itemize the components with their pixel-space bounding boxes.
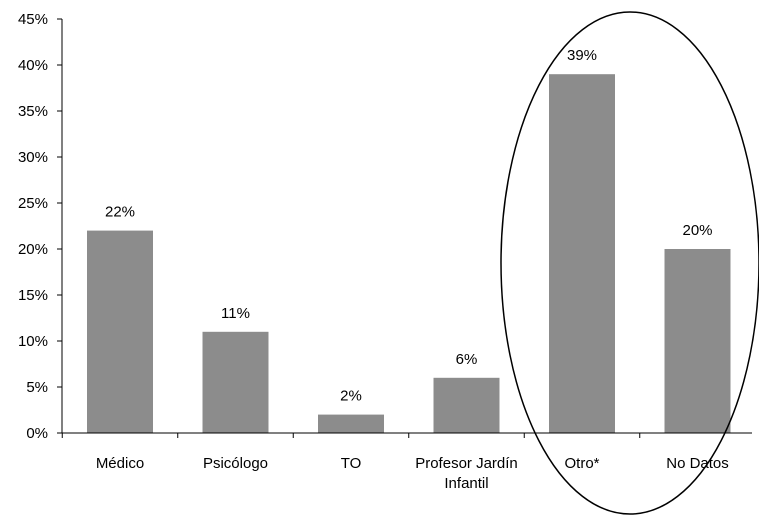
x-category-label: Médico xyxy=(96,455,144,472)
y-tick-label: 15% xyxy=(18,287,48,304)
x-category-label: Infantil xyxy=(444,475,488,492)
y-tick-label: 10% xyxy=(18,333,48,350)
bar xyxy=(433,377,500,433)
x-category-label: No Datos xyxy=(666,455,729,472)
y-tick-label: 5% xyxy=(26,379,48,396)
highlight-ellipse xyxy=(500,11,759,515)
bar-value-label: 11% xyxy=(221,305,250,322)
y-tick-label: 30% xyxy=(18,149,48,166)
y-tick-label: 40% xyxy=(18,57,48,74)
x-axis-categories: Médico Psicólogo TO Profesor Jardín Infantil… xyxy=(61,433,729,492)
bar xyxy=(318,414,384,433)
bar-value-label: 6% xyxy=(456,351,478,368)
bar xyxy=(202,331,269,433)
x-category-label: Psicólogo xyxy=(203,455,268,472)
x-category-label: Profesor Jardín xyxy=(415,455,518,472)
bar-value-label: 22% xyxy=(105,204,135,221)
bar xyxy=(87,230,153,433)
bar-value-label: 20% xyxy=(682,222,712,239)
y-tick-label: 35% xyxy=(18,103,48,120)
y-axis-ticks: 0% 5% 10% 15% 20% 25% 30% 35% 40% 45% xyxy=(18,11,62,442)
bar xyxy=(664,249,731,433)
y-tick-label: 25% xyxy=(18,195,48,212)
bars xyxy=(87,74,731,433)
bar xyxy=(549,74,615,433)
y-tick-label: 20% xyxy=(18,241,48,258)
x-category-label: TO xyxy=(341,455,362,472)
x-category-label: Otro* xyxy=(564,455,599,472)
bar-value-label: 2% xyxy=(340,388,362,405)
y-tick-label: 0% xyxy=(26,425,48,442)
bar-value-label: 39% xyxy=(567,47,597,64)
y-tick-label: 45% xyxy=(18,11,48,28)
data-labels: 22% 11% 2% 6% 39% 20% xyxy=(105,47,713,404)
